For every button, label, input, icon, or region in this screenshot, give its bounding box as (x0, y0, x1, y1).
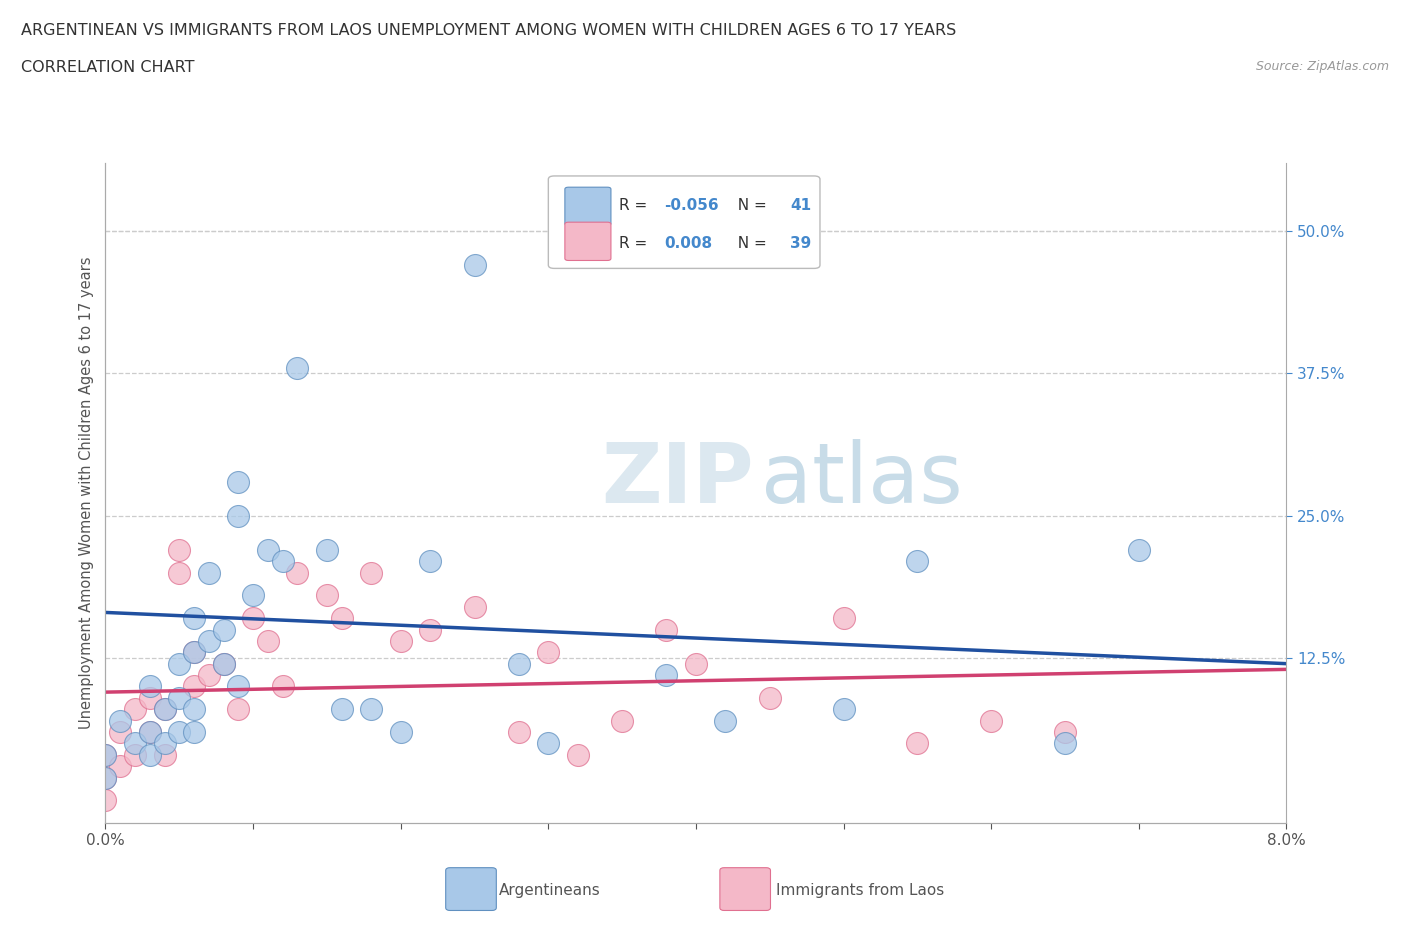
Point (138, 679, 162, 694)
Point (183, 611, 205, 626)
Point (832, 611, 855, 626)
Point (94, 770, 117, 785)
Point (183, 644, 205, 659)
Text: -0.056: -0.056 (664, 198, 718, 213)
Point (169, 657, 191, 671)
FancyBboxPatch shape (565, 222, 612, 260)
Point (94, 793, 117, 808)
Point (1054, 736, 1077, 751)
Point (655, 622, 678, 637)
Point (242, 611, 264, 626)
Text: 39: 39 (790, 236, 811, 251)
Text: N =: N = (728, 198, 772, 213)
Point (315, 542, 337, 557)
Text: Source: ZipAtlas.com: Source: ZipAtlas.com (1256, 60, 1389, 73)
Point (183, 679, 205, 694)
Point (287, 360, 309, 375)
Point (714, 713, 737, 728)
Text: Argentineans: Argentineans (499, 884, 600, 898)
Point (537, 736, 560, 751)
Point (508, 657, 530, 671)
Point (110, 713, 132, 728)
Point (153, 702, 176, 717)
Point (124, 736, 146, 751)
Point (153, 736, 176, 751)
Point (508, 724, 530, 739)
Point (389, 633, 412, 648)
Point (905, 553, 928, 568)
Point (212, 622, 235, 637)
Point (980, 713, 1002, 728)
Point (169, 690, 191, 705)
Point (330, 702, 353, 717)
Point (330, 611, 353, 626)
Point (183, 724, 205, 739)
Point (94, 770, 117, 785)
Point (138, 690, 162, 705)
Point (315, 588, 337, 603)
Point (1128, 542, 1150, 557)
Point (110, 759, 132, 774)
Point (1054, 724, 1077, 739)
Point (360, 565, 382, 580)
Point (610, 713, 633, 728)
Point (197, 565, 219, 580)
Point (685, 657, 707, 671)
Point (256, 633, 278, 648)
Point (169, 724, 191, 739)
Point (124, 748, 146, 763)
Point (153, 748, 176, 763)
Point (464, 258, 486, 272)
Point (464, 599, 486, 614)
Point (183, 644, 205, 659)
Point (242, 588, 264, 603)
Point (226, 679, 250, 694)
Point (567, 748, 589, 763)
Point (256, 542, 278, 557)
Text: 0.008: 0.008 (664, 236, 713, 251)
Point (419, 622, 441, 637)
Point (212, 657, 235, 671)
Point (271, 679, 294, 694)
Point (138, 724, 162, 739)
Point (94, 748, 117, 763)
Text: Immigrants from Laos: Immigrants from Laos (776, 884, 945, 898)
Text: R =: R = (619, 198, 652, 213)
Text: ZIP: ZIP (602, 439, 754, 520)
Point (197, 668, 219, 683)
Point (138, 724, 162, 739)
Point (94, 748, 117, 763)
Point (287, 565, 309, 580)
Text: CORRELATION CHART: CORRELATION CHART (21, 60, 194, 75)
Point (832, 702, 855, 717)
Point (226, 702, 250, 717)
FancyBboxPatch shape (548, 176, 820, 269)
Point (169, 542, 191, 557)
Point (169, 565, 191, 580)
Point (905, 736, 928, 751)
Point (110, 724, 132, 739)
Point (360, 702, 382, 717)
Point (226, 508, 250, 523)
Point (758, 690, 780, 705)
Text: R =: R = (619, 236, 652, 251)
Point (153, 702, 176, 717)
Point (138, 748, 162, 763)
Point (419, 553, 441, 568)
Point (226, 474, 250, 489)
Text: atlas: atlas (761, 439, 963, 520)
Point (537, 644, 560, 659)
Point (655, 668, 678, 683)
Point (389, 724, 412, 739)
Text: ARGENTINEAN VS IMMIGRANTS FROM LAOS UNEMPLOYMENT AMONG WOMEN WITH CHILDREN AGES : ARGENTINEAN VS IMMIGRANTS FROM LAOS UNEM… (21, 23, 956, 38)
Text: N =: N = (728, 236, 772, 251)
Point (183, 702, 205, 717)
Point (124, 702, 146, 717)
Y-axis label: Unemployment Among Women with Children Ages 6 to 17 years: Unemployment Among Women with Children A… (79, 257, 94, 729)
FancyBboxPatch shape (565, 187, 612, 225)
Point (271, 553, 294, 568)
Point (197, 633, 219, 648)
Text: 41: 41 (790, 198, 811, 213)
Point (212, 657, 235, 671)
